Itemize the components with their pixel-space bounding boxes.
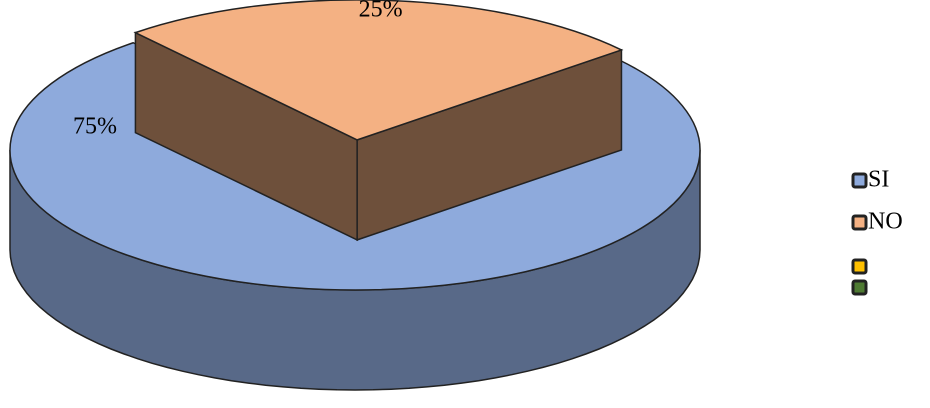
legend-label: SI [868,167,889,193]
pie-slice [133,0,624,141]
legend-label: NO [868,209,903,235]
data-label: 75% [73,114,117,140]
data-label: 25% [359,0,403,23]
legend-swatch [851,214,868,231]
legend-swatch [851,172,868,189]
legend-swatch [851,279,868,296]
legend-swatch [851,258,868,275]
